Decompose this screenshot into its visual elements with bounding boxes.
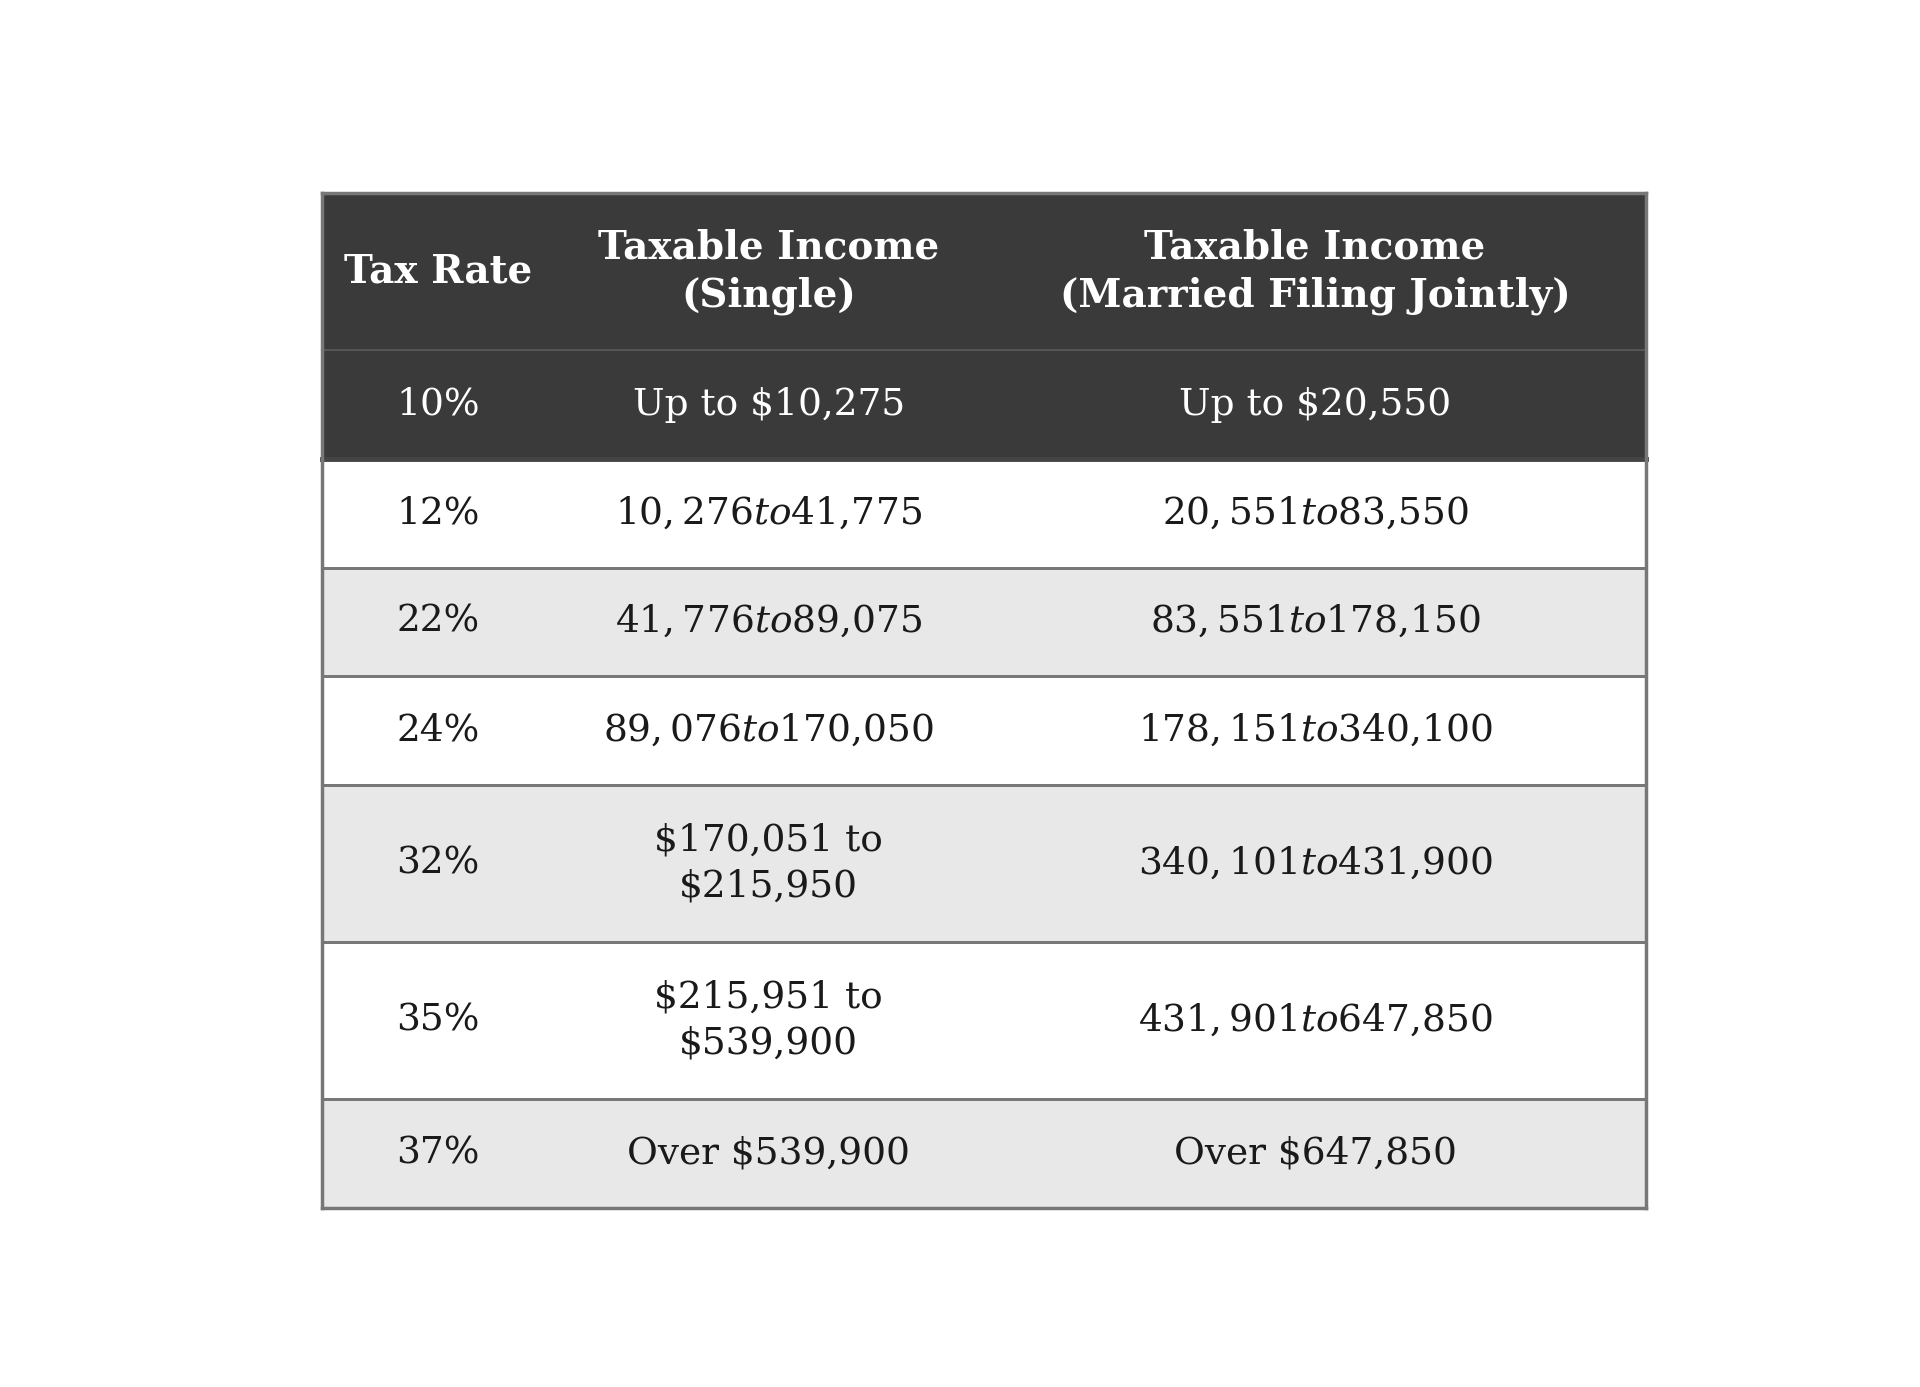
Text: $20,551 to $83,550: $20,551 to $83,550 xyxy=(1162,495,1469,531)
Bar xyxy=(983,675,1645,785)
Text: Over $647,850: Over $647,850 xyxy=(1173,1136,1457,1172)
Text: Taxable Income
(Single): Taxable Income (Single) xyxy=(599,229,939,315)
Text: Up to $10,275: Up to $10,275 xyxy=(634,387,904,423)
Text: 10%: 10% xyxy=(396,387,480,423)
Text: 22%: 22% xyxy=(396,603,480,639)
Bar xyxy=(983,567,1645,675)
Bar xyxy=(553,785,983,942)
Bar xyxy=(553,193,983,351)
Bar xyxy=(553,942,983,1100)
Text: $170,051 to
$215,950: $170,051 to $215,950 xyxy=(655,822,883,904)
Bar xyxy=(323,675,553,785)
Text: Taxable Income
(Married Filing Jointly): Taxable Income (Married Filing Jointly) xyxy=(1060,229,1571,315)
Text: 35%: 35% xyxy=(396,1003,480,1039)
Text: 12%: 12% xyxy=(396,495,480,531)
Bar xyxy=(553,567,983,675)
Bar xyxy=(323,567,553,675)
Bar xyxy=(983,1100,1645,1208)
Text: 37%: 37% xyxy=(396,1136,480,1172)
Bar xyxy=(323,785,553,942)
Bar xyxy=(323,459,553,567)
Text: $340,101 to $431,900: $340,101 to $431,900 xyxy=(1139,845,1492,882)
Text: Over $539,900: Over $539,900 xyxy=(628,1136,910,1172)
Bar xyxy=(553,675,983,785)
Text: Tax Rate: Tax Rate xyxy=(344,252,532,291)
Text: $41,776 to $89,075: $41,776 to $89,075 xyxy=(614,603,922,639)
Bar xyxy=(553,351,983,459)
Bar xyxy=(323,351,553,459)
Bar xyxy=(983,193,1645,351)
Bar xyxy=(983,459,1645,567)
Bar xyxy=(323,1100,553,1208)
Text: $215,951 to
$539,900: $215,951 to $539,900 xyxy=(655,979,883,1061)
Text: 24%: 24% xyxy=(396,713,480,748)
Bar xyxy=(553,1100,983,1208)
Text: $89,076 to $170,050: $89,076 to $170,050 xyxy=(603,712,935,749)
Bar xyxy=(983,351,1645,459)
Text: $10,276 to $41,775: $10,276 to $41,775 xyxy=(614,495,922,531)
Text: $431,901 to $647,850: $431,901 to $647,850 xyxy=(1139,1003,1492,1039)
Text: Up to $20,550: Up to $20,550 xyxy=(1179,387,1452,423)
Bar xyxy=(983,942,1645,1100)
Text: $83,551 to $178,150: $83,551 to $178,150 xyxy=(1150,603,1480,639)
Text: $178,151 to $340,100: $178,151 to $340,100 xyxy=(1139,712,1492,749)
Bar xyxy=(553,459,983,567)
Bar xyxy=(323,942,553,1100)
Text: 32%: 32% xyxy=(396,845,480,881)
Bar xyxy=(323,193,553,351)
Bar xyxy=(983,785,1645,942)
